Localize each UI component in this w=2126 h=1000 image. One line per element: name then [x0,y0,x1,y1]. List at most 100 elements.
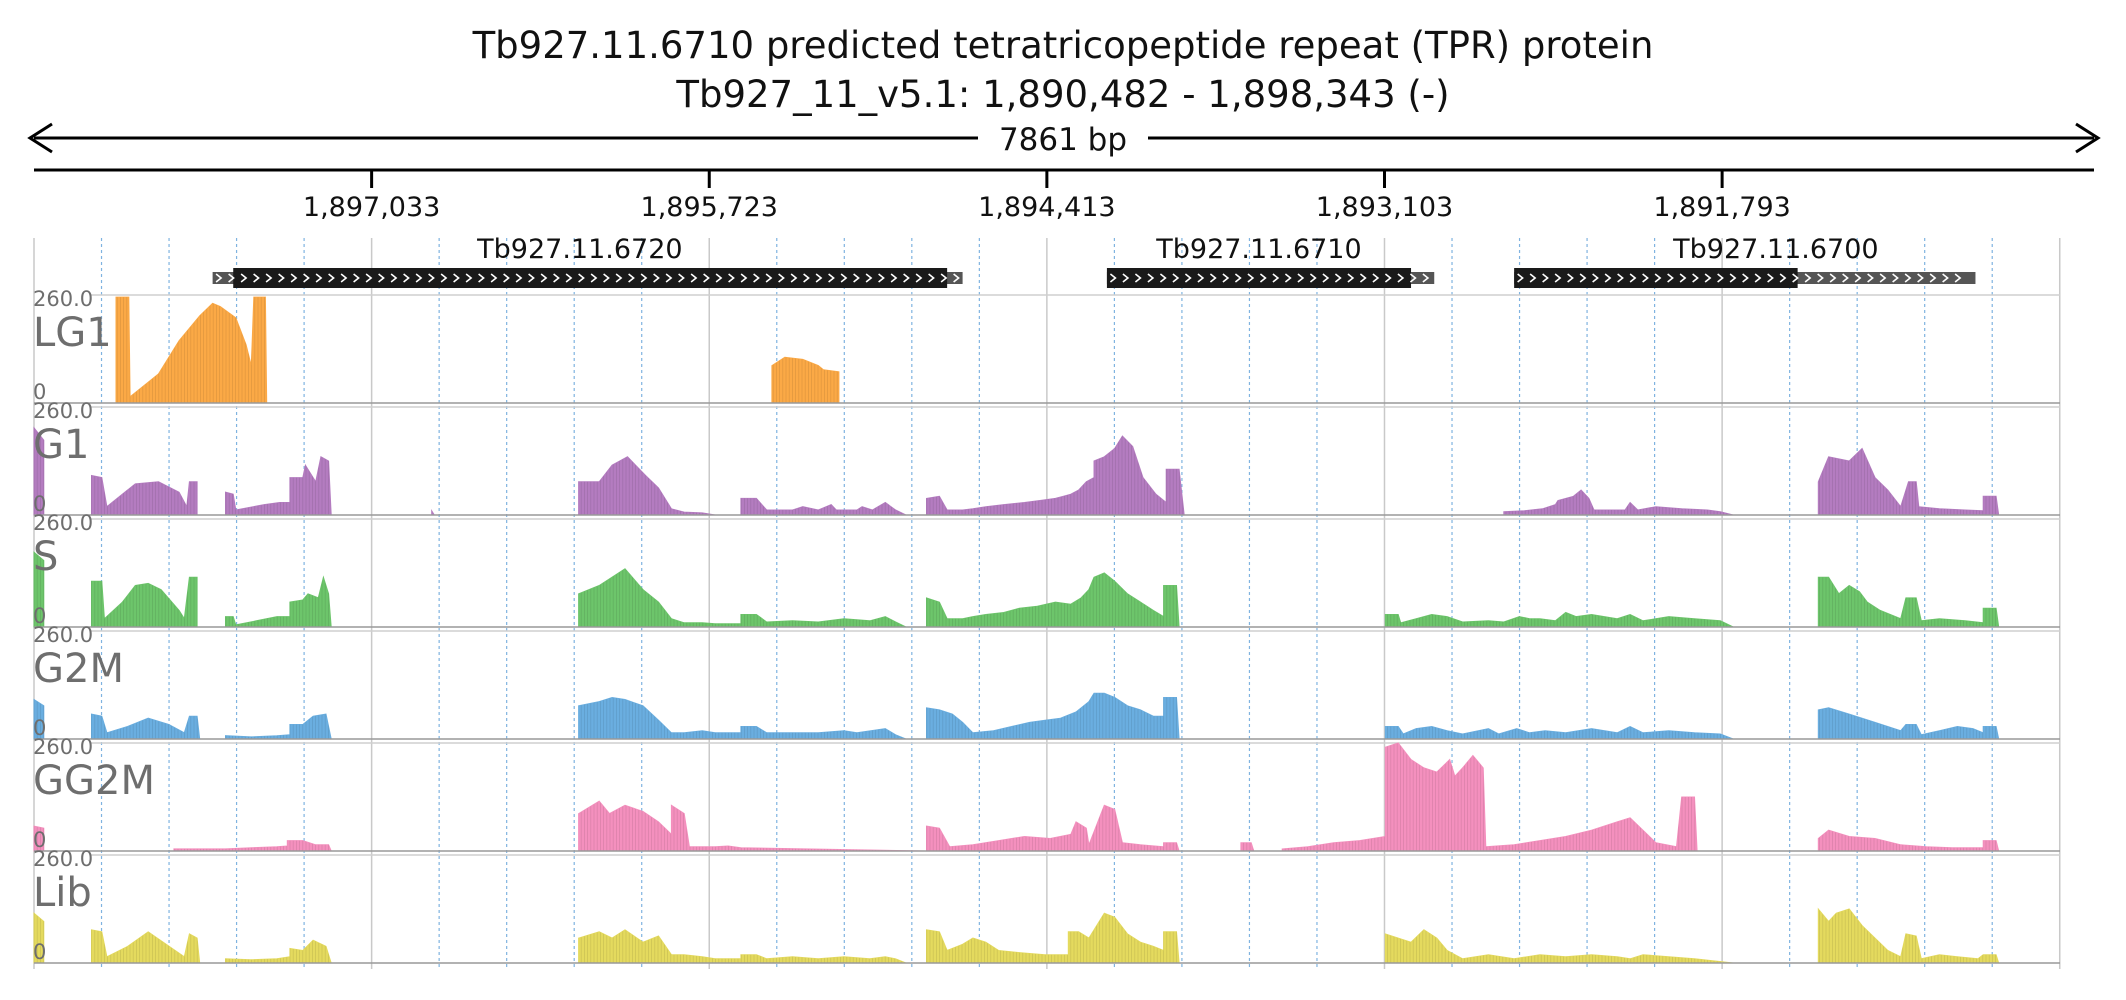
strand-arrow-icon [490,273,498,283]
strand-arrow-icon [1209,273,1217,283]
strand-arrow-icon [1147,273,1155,283]
strand-arrow-icon [565,273,573,283]
strand-arrow-icon [1954,273,1962,283]
strand-arrow-icon [315,273,323,283]
strand-arrow-icon [1259,273,1267,283]
strand-arrow-icon [1222,273,1230,283]
gene-label: Tb927.11.6710 [1155,234,1361,265]
coverage-area [33,742,2060,852]
track-min-label: 0 [33,940,46,964]
track-name-label: Lib [33,870,92,916]
strand-arrow-icon [1567,273,1574,283]
strand-arrow-icon [1942,273,1949,283]
strand-arrow-icon [215,273,223,283]
strand-arrow-icon [1604,273,1612,283]
scale-label-background [978,118,1148,158]
strand-arrow-icon [915,273,923,283]
strand-arrow-icon [465,273,473,283]
track-max-label: 260.0 [33,287,93,311]
gene-model[interactable]: Tb927.11.6710 [1106,234,1435,288]
strand-arrow-icon [1347,273,1355,283]
track-max-label: 260.0 [33,847,93,871]
strand-arrow-icon [865,273,873,283]
strand-arrow-icon [503,273,510,283]
strand-arrow-icon [903,273,910,283]
strand-arrow-icon [265,273,273,283]
track-max-label: 260.0 [33,511,93,535]
strand-arrow-icon [1542,273,1549,283]
strand-arrow-icon [1617,273,1624,283]
strand-arrow-icon [778,273,785,283]
strand-arrow-icon [428,273,435,283]
strand-arrow-icon [728,273,735,283]
strand-arrow-icon [1779,273,1787,283]
chart-title: Tb927.11.6710 predicted tetratricopeptid… [472,24,1654,67]
coverage-area [33,426,2060,516]
strand-arrow-icon [1184,273,1192,283]
strand-arrow-icon [340,273,348,283]
strand-arrow-icon [1122,273,1130,283]
scale-bar: 7861 bp [27,118,2101,158]
strand-arrow-icon [578,273,585,283]
track-name-label: LG1 [33,310,112,356]
strand-arrow-icon [928,273,935,283]
strand-arrow-icon [240,273,248,283]
track-min-label: 0 [33,380,46,404]
strand-arrow-icon [1679,273,1687,283]
strand-arrow-icon [940,273,948,283]
strand-arrow-icon [840,273,848,283]
strand-arrow-icon [1197,273,1205,283]
strand-arrow-icon [1842,273,1849,283]
strand-arrow-icon [1297,273,1305,283]
scale-arrow-right-icon [2075,122,2101,154]
strand-arrow-icon [1284,273,1292,283]
track-max-label: 260.0 [33,735,93,759]
strand-arrow-icon [828,273,835,283]
strand-arrow-icon [790,273,798,283]
coverage-area [34,296,2060,404]
strand-arrow-icon [1754,273,1762,283]
strand-arrow-icon [640,273,648,283]
strand-arrow-icon [1579,273,1587,283]
coverage-area [33,907,2060,964]
strand-arrow-icon [415,273,423,283]
track-max-label: 260.0 [33,623,93,647]
gene-model[interactable]: Tb927.11.6700 [1514,234,1976,288]
strand-arrow-icon [1892,273,1899,283]
strand-arrow-icon [403,273,410,283]
track-min-label: 0 [33,492,46,516]
gene-model[interactable]: Tb927.11.6720 [212,234,963,288]
strand-arrow-icon [1667,273,1674,283]
strand-arrow-icon [228,273,235,283]
gene-label: Tb927.11.6700 [1672,234,1878,265]
strand-arrow-icon [253,273,260,283]
strand-arrow-icon [1517,273,1524,283]
strand-arrow-icon [953,273,960,283]
track-name-label: G2M [33,646,124,692]
track-min-label: 0 [33,716,46,740]
strand-arrow-icon [290,273,298,283]
strand-arrow-icon [1334,273,1342,283]
strand-arrow-icon [1817,273,1824,283]
strand-arrow-icon [815,273,823,283]
strand-arrow-icon [603,273,610,283]
strand-arrow-icon [1704,273,1712,283]
strand-arrow-icon [1854,273,1862,283]
strand-arrow-icon [1529,273,1537,283]
strand-arrow-icon [1729,273,1737,283]
strand-arrow-icon [1742,273,1749,283]
strand-arrow-icon [765,273,773,283]
strand-arrow-icon [1247,273,1255,283]
strand-arrow-icon [515,273,523,283]
strand-arrow-icon [303,273,310,283]
track-min-label: 0 [33,828,46,852]
strand-arrow-icon [353,273,360,283]
strand-arrow-icon [1359,273,1367,283]
strand-arrow-icon [890,273,898,283]
scale-arrow-left-icon [27,122,53,154]
gene-track: Tb927.11.6720 Tb927.11.6710 Tb927.11.6700 [212,234,1976,288]
strand-arrow-icon [1372,273,1380,283]
strand-arrow-icon [1867,273,1874,283]
chart-subtitle: Tb927_11_v5.1: 1,890,482 - 1,898,343 (-) [675,73,1449,116]
ruler-tick-label: 1,895,723 [641,192,778,223]
